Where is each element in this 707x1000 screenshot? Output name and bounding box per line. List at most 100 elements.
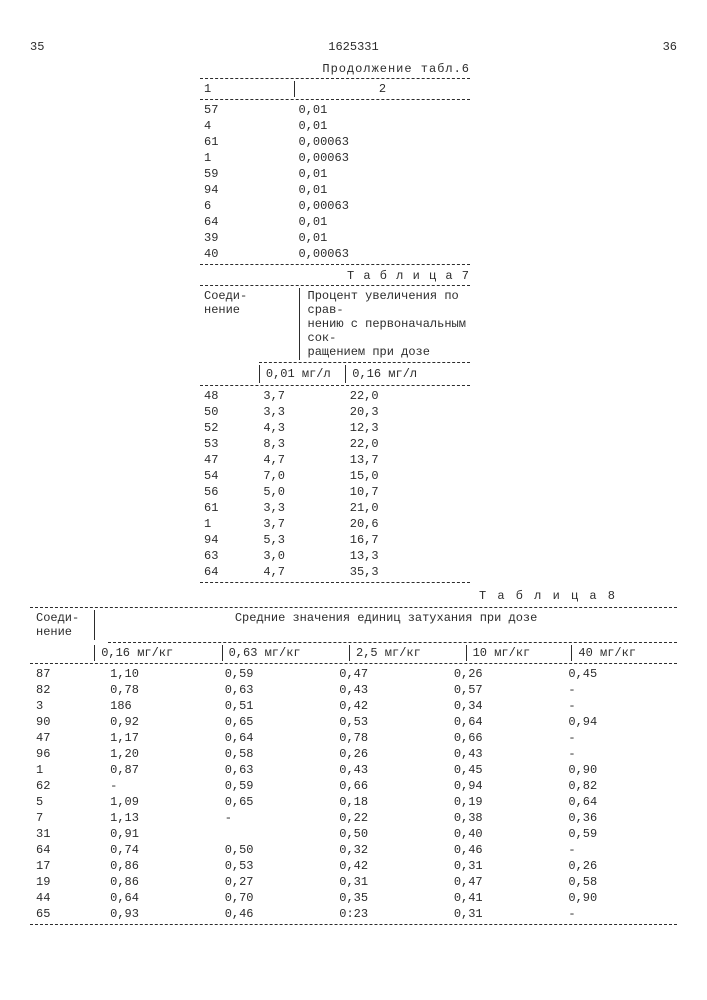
table-row: 650,930,460:230,31-: [30, 906, 677, 922]
table7-cell: 3,3: [259, 500, 345, 516]
table6-cell: 0,01: [295, 166, 471, 182]
table8-cell: 0,92: [104, 714, 219, 730]
table8-cell: 0,43: [333, 762, 448, 778]
table8-cell: 0,82: [562, 778, 677, 794]
table-row: 644,735,3: [200, 564, 470, 580]
table-row: 31860,510,420,34-: [30, 698, 677, 714]
table8-cell: 0,43: [333, 682, 448, 698]
table-row: 613,321,0: [200, 500, 470, 516]
table8-cell: 0,31: [448, 906, 563, 922]
table8-cell: -: [562, 842, 677, 858]
table-row: 820,780,630,430,57-: [30, 682, 677, 698]
table8-cell: 0,47: [333, 666, 448, 682]
table-row: 440,640,700,350,410,90: [30, 890, 677, 906]
table8-cell: 7: [30, 810, 104, 826]
table6-cell: 4: [200, 118, 295, 134]
table6-cell: 0,01: [295, 102, 471, 118]
table8-cell: 0,74: [104, 842, 219, 858]
table7-cell: 20,3: [346, 404, 470, 420]
table8-cell: 0,90: [562, 890, 677, 906]
table8-cell: -: [104, 778, 219, 794]
table8-cell: 0,53: [333, 714, 448, 730]
table8-cell: 0,63: [219, 682, 334, 698]
table8-cell: 0,36: [562, 810, 677, 826]
table7-cell: 15,0: [346, 468, 470, 484]
table7-cell: 53: [200, 436, 259, 452]
table8-cell: 1,17: [104, 730, 219, 746]
table8-cell: 3: [30, 698, 104, 714]
table8-cell: 0,58: [562, 874, 677, 890]
table-row: 13,720,6: [200, 516, 470, 532]
table8-cell: 0,26: [448, 666, 563, 682]
table-row: 524,312,3: [200, 420, 470, 436]
table-row: 390,01: [200, 230, 470, 246]
table6-cell: 94: [200, 182, 295, 198]
table-row: 400,00063: [200, 246, 470, 262]
table8-cell: 0,65: [219, 794, 334, 810]
table7-cell: 13,7: [346, 452, 470, 468]
t8-sub4: 10 мг/кг: [466, 645, 572, 661]
table7-subhead: 0,01 мг/л 0,16 мг/л: [200, 365, 470, 383]
table7-cell: 61: [200, 500, 259, 516]
table8-cell: 1,10: [104, 666, 219, 682]
table8-subhead: 0,16 мг/кг 0,63 мг/кг 2,5 мг/кг 10 мг/кг…: [30, 645, 677, 661]
table-row: 503,320,3: [200, 404, 470, 420]
table7-cell: 3,7: [259, 516, 345, 532]
table-row: 590,01: [200, 166, 470, 182]
table8-cell: 0,50: [219, 842, 334, 858]
table8-cell: 0,34: [448, 698, 563, 714]
table7-sub1: 0,01 мг/л: [259, 365, 345, 383]
table7-cell: 8,3: [259, 436, 345, 452]
table6-head-row: 1 2: [200, 81, 470, 97]
table8-col-label: Соеди- нение: [30, 610, 95, 640]
table-row: 190,860,270,310,470,58: [30, 874, 677, 890]
table8-cell: 0,45: [562, 666, 677, 682]
table8-body: 871,100,590,470,260,45820,780,630,430,57…: [30, 666, 677, 922]
table6-cell: 0,00063: [295, 246, 471, 262]
t8-sub1: 0,16 мг/кг: [95, 645, 222, 661]
table7-cell: 7,0: [259, 468, 345, 484]
table8-cell: 0,26: [562, 858, 677, 874]
table8-cell: -: [562, 746, 677, 762]
table7-span-label: Процент увеличения по срав- нению с перв…: [299, 288, 470, 360]
table-row: 961,200,580,260,43-: [30, 746, 677, 762]
table6-cell: 0,01: [295, 118, 471, 134]
table8-cell: 82: [30, 682, 104, 698]
table7-header: Соеди- нение Процент увеличения по срав-…: [200, 288, 470, 360]
table7-sub2: 0,16 мг/л: [346, 365, 470, 383]
table6-cell: 1: [200, 150, 295, 166]
table8-cell: 0,53: [219, 858, 334, 874]
table8-cell: 0,46: [448, 842, 563, 858]
table8-cell: 0,22: [333, 810, 448, 826]
table7-cell: 5,3: [259, 532, 345, 548]
table7-cell: 13,3: [346, 548, 470, 564]
table-row: 640,740,500,320,46-: [30, 842, 677, 858]
table-row: 10,00063: [200, 150, 470, 166]
table6-body: 570,0140,01610,0006310,00063590,01940,01…: [200, 102, 470, 262]
table6-col1: 1: [200, 81, 295, 97]
table6-cell: 57: [200, 102, 295, 118]
table6-cell: 0,00063: [295, 134, 471, 150]
table8-cell: 0,50: [333, 826, 448, 842]
table7-col-label: Соеди- нение: [200, 288, 299, 360]
t8-sub5: 40 мг/кг: [572, 645, 677, 661]
table6: 1 2: [200, 81, 470, 97]
table8-cell: 0,59: [562, 826, 677, 842]
table8-cell: 65: [30, 906, 104, 922]
table8-cell: 0,19: [448, 794, 563, 810]
table8-cell: -: [219, 810, 334, 826]
table8-cell: 0,94: [448, 778, 563, 794]
table8-cell: 0,64: [104, 890, 219, 906]
table7-cell: 63: [200, 548, 259, 564]
table8-cell: -: [562, 730, 677, 746]
table8-cell: 0,32: [333, 842, 448, 858]
table8-cell: -: [562, 698, 677, 714]
table8-caption: Т а б л и ц а 8: [30, 589, 617, 603]
table-row: 633,013,3: [200, 548, 470, 564]
table6-caption: Продолжение табл.6: [200, 62, 470, 76]
table7-cell: 3,0: [259, 548, 345, 564]
table7-cell: 3,3: [259, 404, 345, 420]
table-row: 62-0,590,660,940,82: [30, 778, 677, 794]
table7-cell: 20,6: [346, 516, 470, 532]
table7-cell: 54: [200, 468, 259, 484]
